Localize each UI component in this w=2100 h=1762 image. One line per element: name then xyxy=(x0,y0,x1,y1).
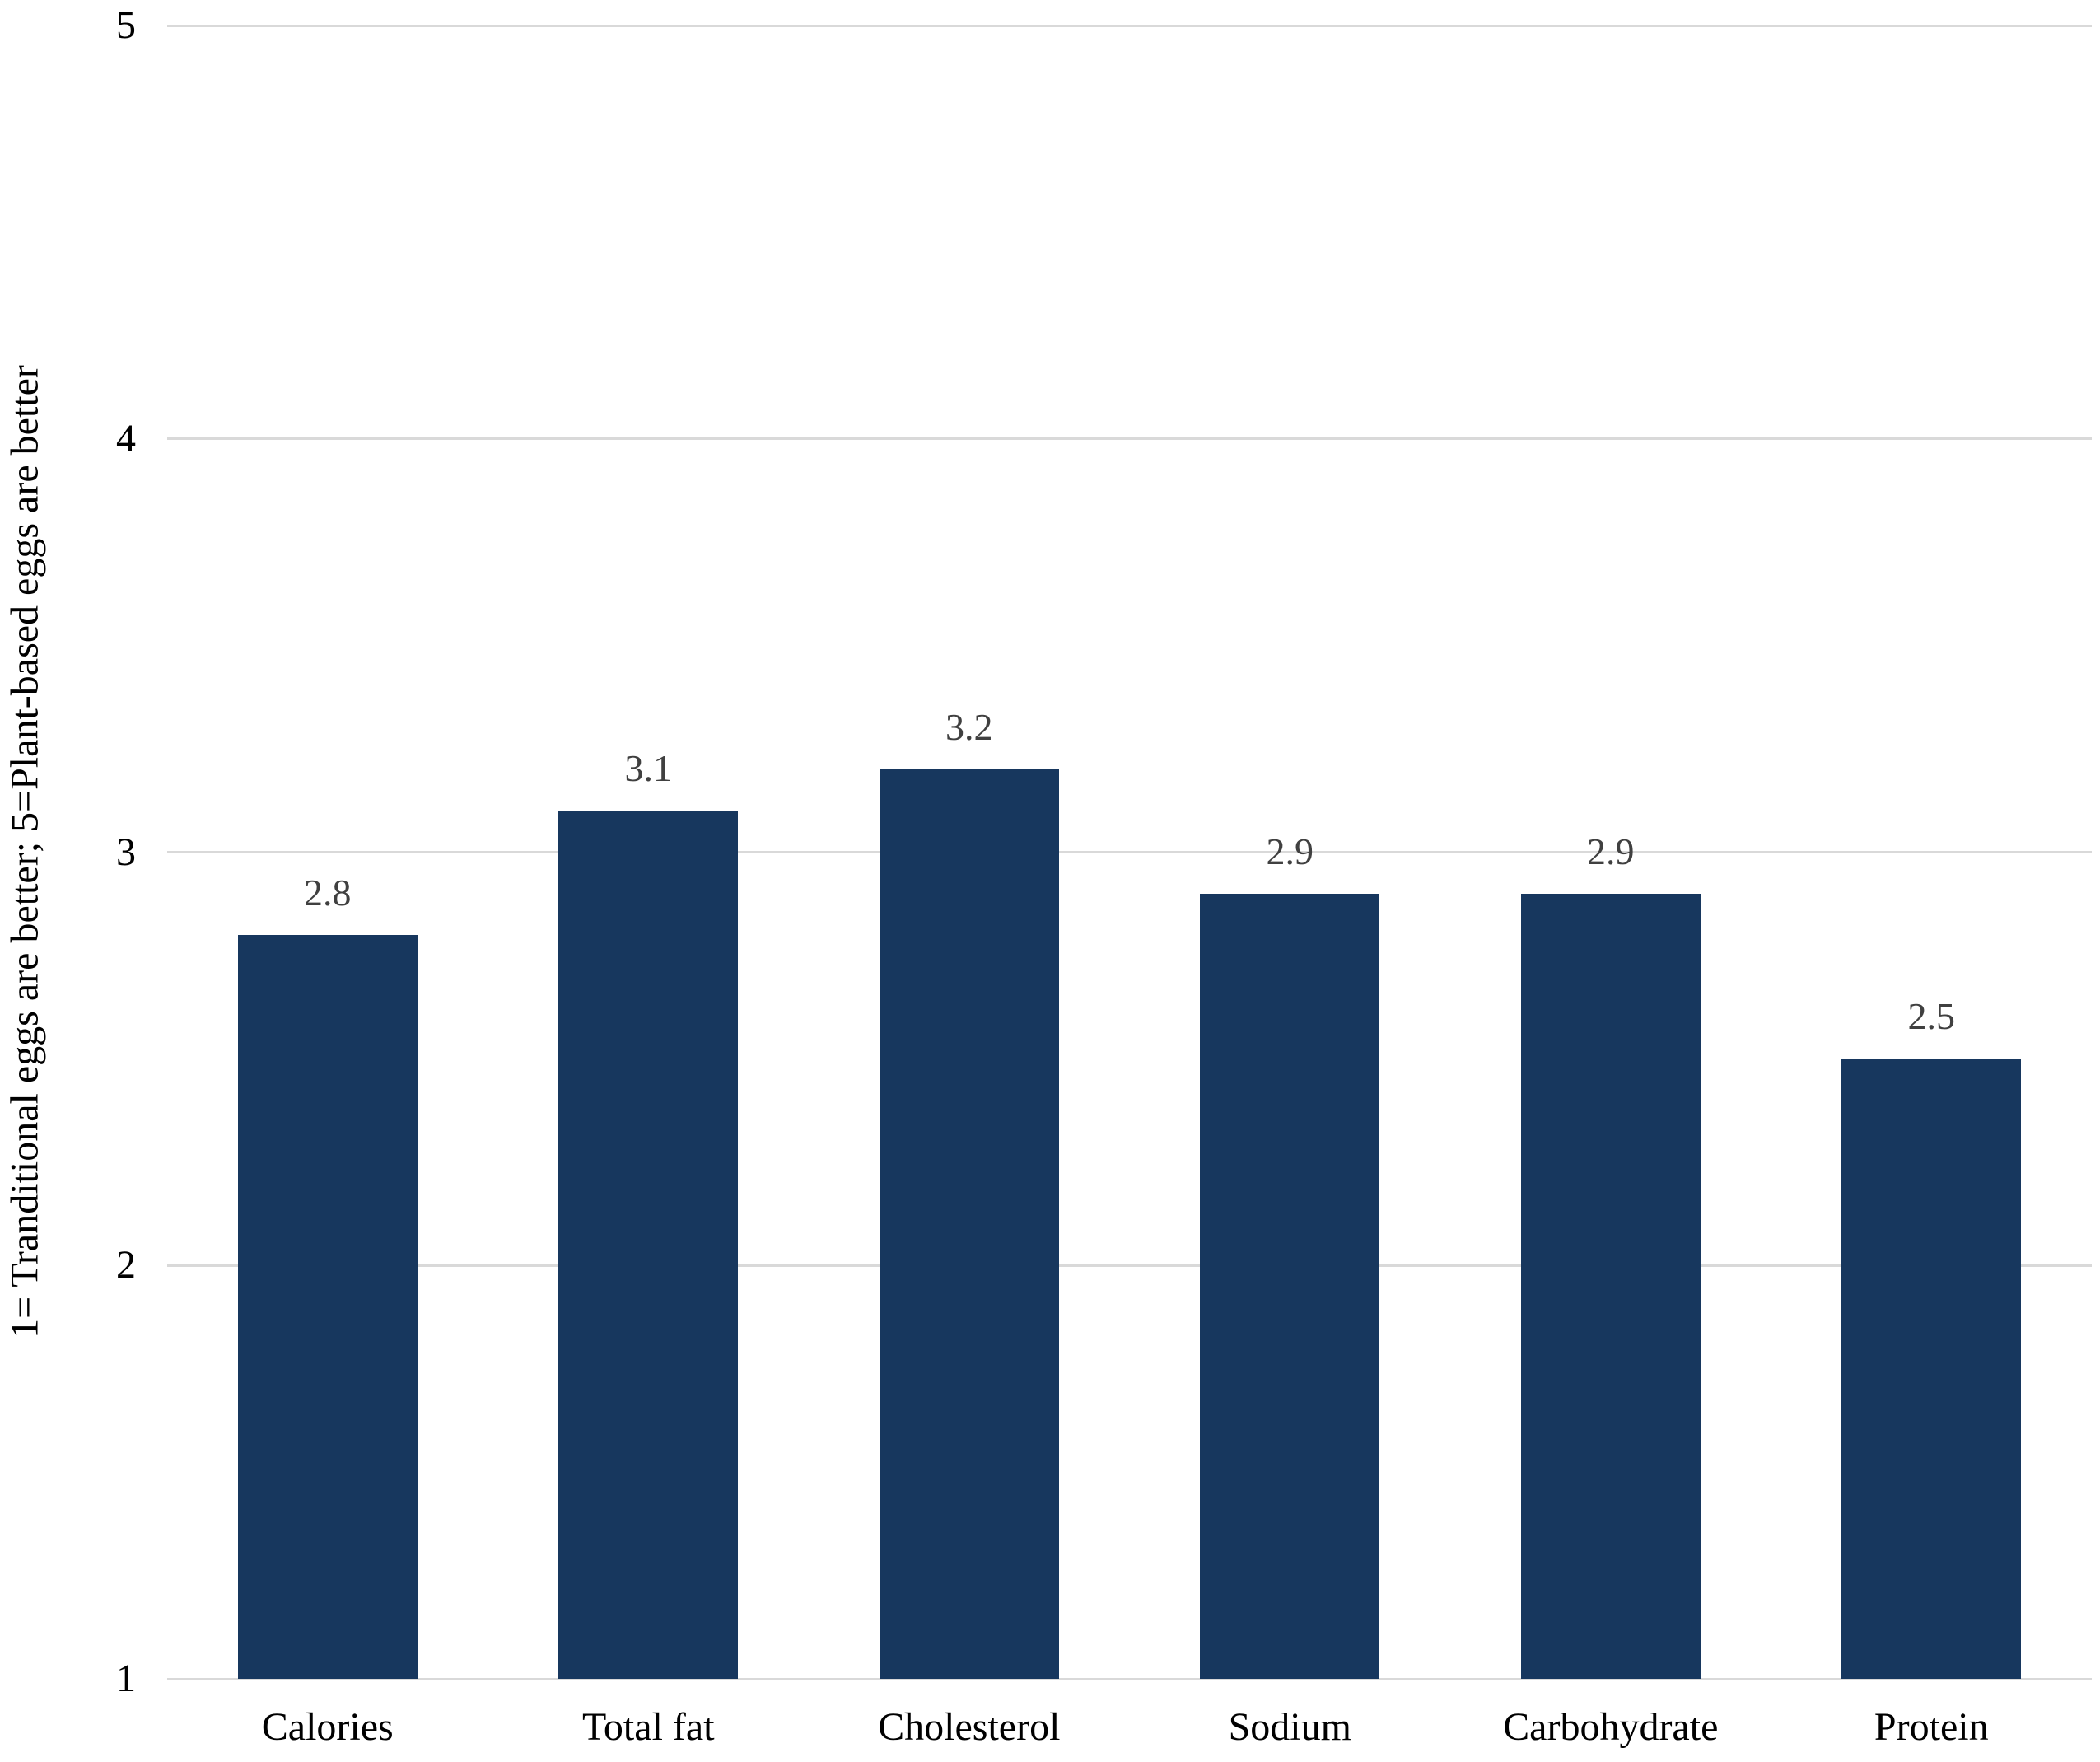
y-tick-label-3: 3 xyxy=(116,830,136,874)
bar-total-fat xyxy=(558,811,739,1679)
x-category-label-carbohydrate: Carbohydrate xyxy=(1503,1705,1719,1749)
bar-protein xyxy=(1841,1059,2022,1679)
data-label-cholesterol: 3.2 xyxy=(945,706,993,749)
x-category-label-protein: Protein xyxy=(1874,1705,1989,1749)
x-category-label-total-fat: Total fat xyxy=(581,1705,715,1749)
y-tick-label-5: 5 xyxy=(116,3,136,47)
data-label-sodium: 2.9 xyxy=(1266,830,1314,872)
data-label-carbohydrate: 2.9 xyxy=(1587,830,1635,872)
bar-sodium xyxy=(1200,893,1380,1679)
x-axis-line xyxy=(167,1677,2092,1680)
x-category-label-sodium: Sodium xyxy=(1228,1705,1351,1749)
x-category-label-cholesterol: Cholesterol xyxy=(878,1705,1061,1749)
gridline-y-2 xyxy=(167,1264,2092,1267)
data-label-calories: 2.8 xyxy=(304,871,352,914)
bar-cholesterol xyxy=(879,769,1059,1679)
bar-carbohydrate xyxy=(1520,893,1701,1679)
data-label-total-fat: 3.1 xyxy=(624,747,673,790)
bar-calories xyxy=(237,934,418,1679)
gridline-y-5 xyxy=(167,24,2092,27)
x-category-label-calories: Calories xyxy=(261,1705,394,1749)
y-tick-label-1: 1 xyxy=(116,1657,136,1700)
gridline-y-3 xyxy=(167,851,2092,853)
gridline-y-4 xyxy=(167,437,2092,441)
y-tick-label-2: 2 xyxy=(116,1243,136,1288)
plot-area: 2.8 3.1 3.2 2.9 2.9 2.5 xyxy=(167,24,2092,1680)
data-label-protein: 2.5 xyxy=(1907,995,1956,1038)
y-tick-label-4: 4 xyxy=(116,416,136,460)
